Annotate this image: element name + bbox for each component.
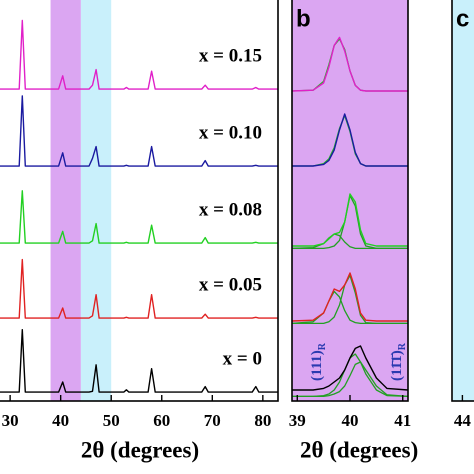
annotation-text: (111)	[309, 350, 325, 381]
series-label: x = 0.08	[199, 199, 262, 220]
annotation-subscript: R	[317, 342, 328, 350]
pattern-line	[291, 272, 408, 322]
plot-frame	[451, 0, 474, 402]
annotation-subscript: R	[397, 342, 408, 350]
x-tick-label: 30	[2, 411, 19, 430]
series-label: x = 0.05	[199, 274, 262, 295]
pattern-line	[0, 258, 278, 319]
plot-frame	[0, 0, 279, 402]
series-label: x = 0.10	[199, 122, 262, 143]
x-tick-label: 40	[342, 411, 359, 430]
pattern-line	[292, 113, 408, 167]
x-axis-label: 2θ (degrees)	[300, 437, 418, 462]
x-tick-label: 60	[153, 411, 170, 430]
pattern-line	[291, 36, 408, 92]
series-label: x = 0	[223, 348, 262, 369]
shaded-band	[80, 0, 112, 401]
x-tick-label: 80	[254, 411, 271, 430]
x-tick-label: 40	[52, 411, 69, 430]
panel-label: b	[296, 5, 311, 32]
pattern-line	[0, 95, 278, 167]
panel-background	[292, 0, 408, 401]
x-tick-label: 50	[103, 411, 120, 430]
pattern-line	[292, 345, 409, 391]
panel: x = 0.15 x = 0.10 x = 0.08 x = 0.05 x = 0 30 4…	[0, 0, 279, 462]
x-tick-label: 41	[394, 411, 411, 430]
panel-background	[452, 0, 474, 401]
x-tick-label: 44	[454, 411, 472, 430]
annotation-text: (11̄1̄)	[389, 350, 405, 381]
x-tick-label: 39	[289, 411, 306, 430]
peak-annotation: (111)R	[309, 342, 328, 381]
panel-label: c	[456, 5, 469, 32]
series-label: x = 0.15	[199, 45, 262, 66]
fit-curve	[292, 361, 409, 398]
peak-annotation: (11̄1̄)R	[389, 342, 408, 381]
pattern-line	[0, 329, 278, 393]
pattern-line	[0, 190, 278, 244]
x-axis-label: 2θ (degrees)	[81, 437, 199, 462]
x-tick-label: 70	[204, 411, 221, 430]
pattern-line	[0, 19, 278, 90]
shaded-band	[50, 0, 81, 401]
panel: 44 c	[451, 0, 474, 430]
pattern-line	[292, 193, 408, 247]
